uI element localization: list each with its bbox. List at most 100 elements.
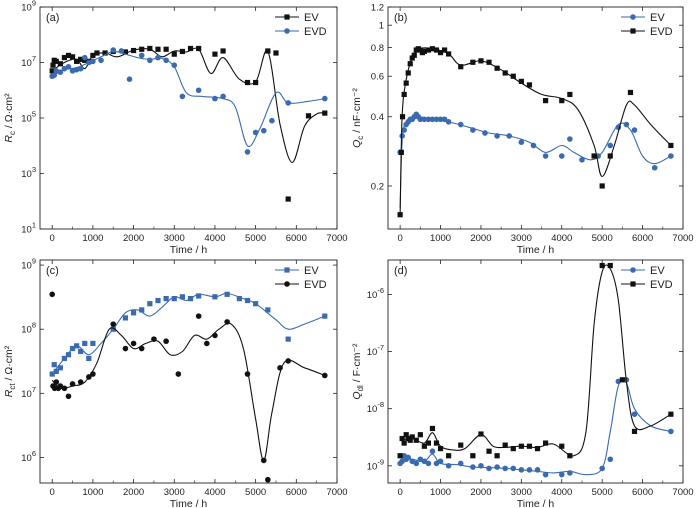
- data-point-EV: [110, 326, 116, 332]
- chart-panel-4: 0 1000 2000 3000 4000 5000 6000 7000 10-9 10-8 10-…: [351, 259, 694, 508]
- data-point-EVD: [421, 48, 427, 54]
- data-point-EV: [567, 470, 573, 476]
- data-point-EV: [273, 50, 279, 56]
- data-point-EV: [567, 136, 573, 142]
- data-point-EV: [53, 368, 59, 374]
- x-tick-label: 1000: [430, 233, 451, 244]
- data-point-EVD: [407, 61, 413, 67]
- data-point-EV: [51, 362, 57, 368]
- data-point-EV: [558, 153, 565, 159]
- x-tick-label: 5000: [245, 487, 266, 498]
- data-point-EVD: [260, 127, 267, 134]
- data-point-EV: [196, 45, 202, 52]
- data-point-EVD: [607, 153, 613, 159]
- data-point-EVD: [441, 47, 448, 53]
- data-point-EV: [285, 196, 291, 202]
- data-point-EVD: [57, 69, 64, 75]
- y-tick-label: 1: [379, 21, 384, 32]
- data-point-EV: [155, 297, 161, 304]
- x-tick-label: 7000: [672, 487, 693, 498]
- data-point-EV: [253, 301, 259, 307]
- data-point-EVD: [118, 48, 125, 54]
- series-line-EV: [51, 47, 325, 164]
- data-point-EVD: [277, 365, 283, 371]
- data-point-EVD: [195, 87, 202, 94]
- data-point-EV: [147, 45, 153, 52]
- x-tick-label: 3000: [164, 233, 185, 244]
- data-point-EV: [179, 294, 185, 300]
- y-axis-label: Qc / nF·cm⁻²: [351, 88, 365, 148]
- data-point-EV: [179, 48, 185, 55]
- y-tick-label: 0.4: [371, 112, 384, 123]
- y-tick-label: 10-8: [367, 400, 384, 415]
- data-point-EV: [607, 142, 614, 149]
- data-point-EV: [518, 139, 525, 145]
- data-point-EVD: [559, 443, 565, 449]
- data-point-EV: [171, 296, 177, 302]
- data-point-EVD: [425, 440, 432, 446]
- data-point-EV: [558, 471, 565, 478]
- data-point-EV: [445, 119, 452, 125]
- data-point-EV: [631, 127, 638, 133]
- data-point-EVD: [49, 291, 56, 298]
- data-point-EV: [399, 133, 405, 139]
- data-point-EVD: [110, 321, 117, 327]
- data-point-EV: [457, 121, 464, 128]
- data-point-EVD: [409, 55, 415, 61]
- data-point-EVD: [77, 379, 84, 385]
- data-point-EV: [305, 113, 312, 119]
- panel-label: (d): [394, 265, 407, 277]
- data-point-EV: [530, 142, 537, 149]
- data-point-EV: [74, 58, 80, 64]
- data-point-EV: [668, 153, 674, 159]
- data-point-EVD: [417, 432, 423, 438]
- data-point-EVD: [429, 425, 436, 432]
- data-point-EVD: [204, 340, 210, 347]
- data-point-EVD: [631, 428, 638, 435]
- x-tick-label: 1000: [430, 487, 451, 498]
- data-point-EV: [631, 411, 638, 418]
- data-point-EV: [50, 62, 56, 68]
- legend-label: EVD: [650, 279, 673, 291]
- x-axis-label: Time / h: [170, 244, 208, 256]
- x-tick-label: 0: [397, 487, 402, 498]
- data-point-EVD: [518, 78, 524, 84]
- x-tick-label: 4000: [551, 487, 572, 498]
- data-point-EVD: [399, 114, 406, 120]
- data-point-EVD: [285, 358, 291, 364]
- series-line-EVD: [51, 322, 325, 461]
- data-point-EV: [130, 310, 137, 316]
- legend-label: EV: [304, 265, 319, 277]
- data-point-EV: [482, 130, 488, 136]
- plot-area: [397, 262, 674, 478]
- series-line-EV: [51, 292, 326, 375]
- data-point-EVD: [446, 51, 452, 57]
- data-point-EV: [212, 51, 218, 57]
- y-tick-label: 108: [21, 321, 36, 336]
- x-tick-label: 6000: [286, 487, 307, 498]
- data-point-EVD: [403, 80, 409, 86]
- x-tick-label: 5000: [592, 233, 613, 244]
- data-point-EVD: [470, 59, 476, 65]
- data-point-EV: [470, 464, 476, 470]
- data-point-EV: [65, 52, 72, 59]
- data-point-EV: [244, 79, 251, 86]
- data-point-EVD: [122, 345, 129, 352]
- y-tick-label: 0.8: [371, 43, 384, 54]
- y-axis-label: Rc / Ω·cm²: [3, 93, 17, 143]
- data-point-EVD: [130, 340, 137, 347]
- data-point-EV: [265, 48, 271, 54]
- x-tick-label: 4000: [204, 233, 225, 244]
- legend-marker: [284, 281, 290, 287]
- data-point-EV: [155, 46, 161, 52]
- data-point-EV: [615, 378, 622, 385]
- data-point-EVD: [559, 98, 565, 104]
- data-point-EVD: [171, 62, 178, 68]
- plot-frame: [39, 259, 338, 484]
- data-point-EV: [147, 301, 153, 307]
- y-tick-label: 101: [21, 221, 36, 236]
- panel-label: (b): [394, 12, 407, 24]
- x-tick-label: 0: [50, 233, 55, 244]
- data-point-EV: [49, 68, 55, 74]
- data-point-EV: [220, 48, 226, 54]
